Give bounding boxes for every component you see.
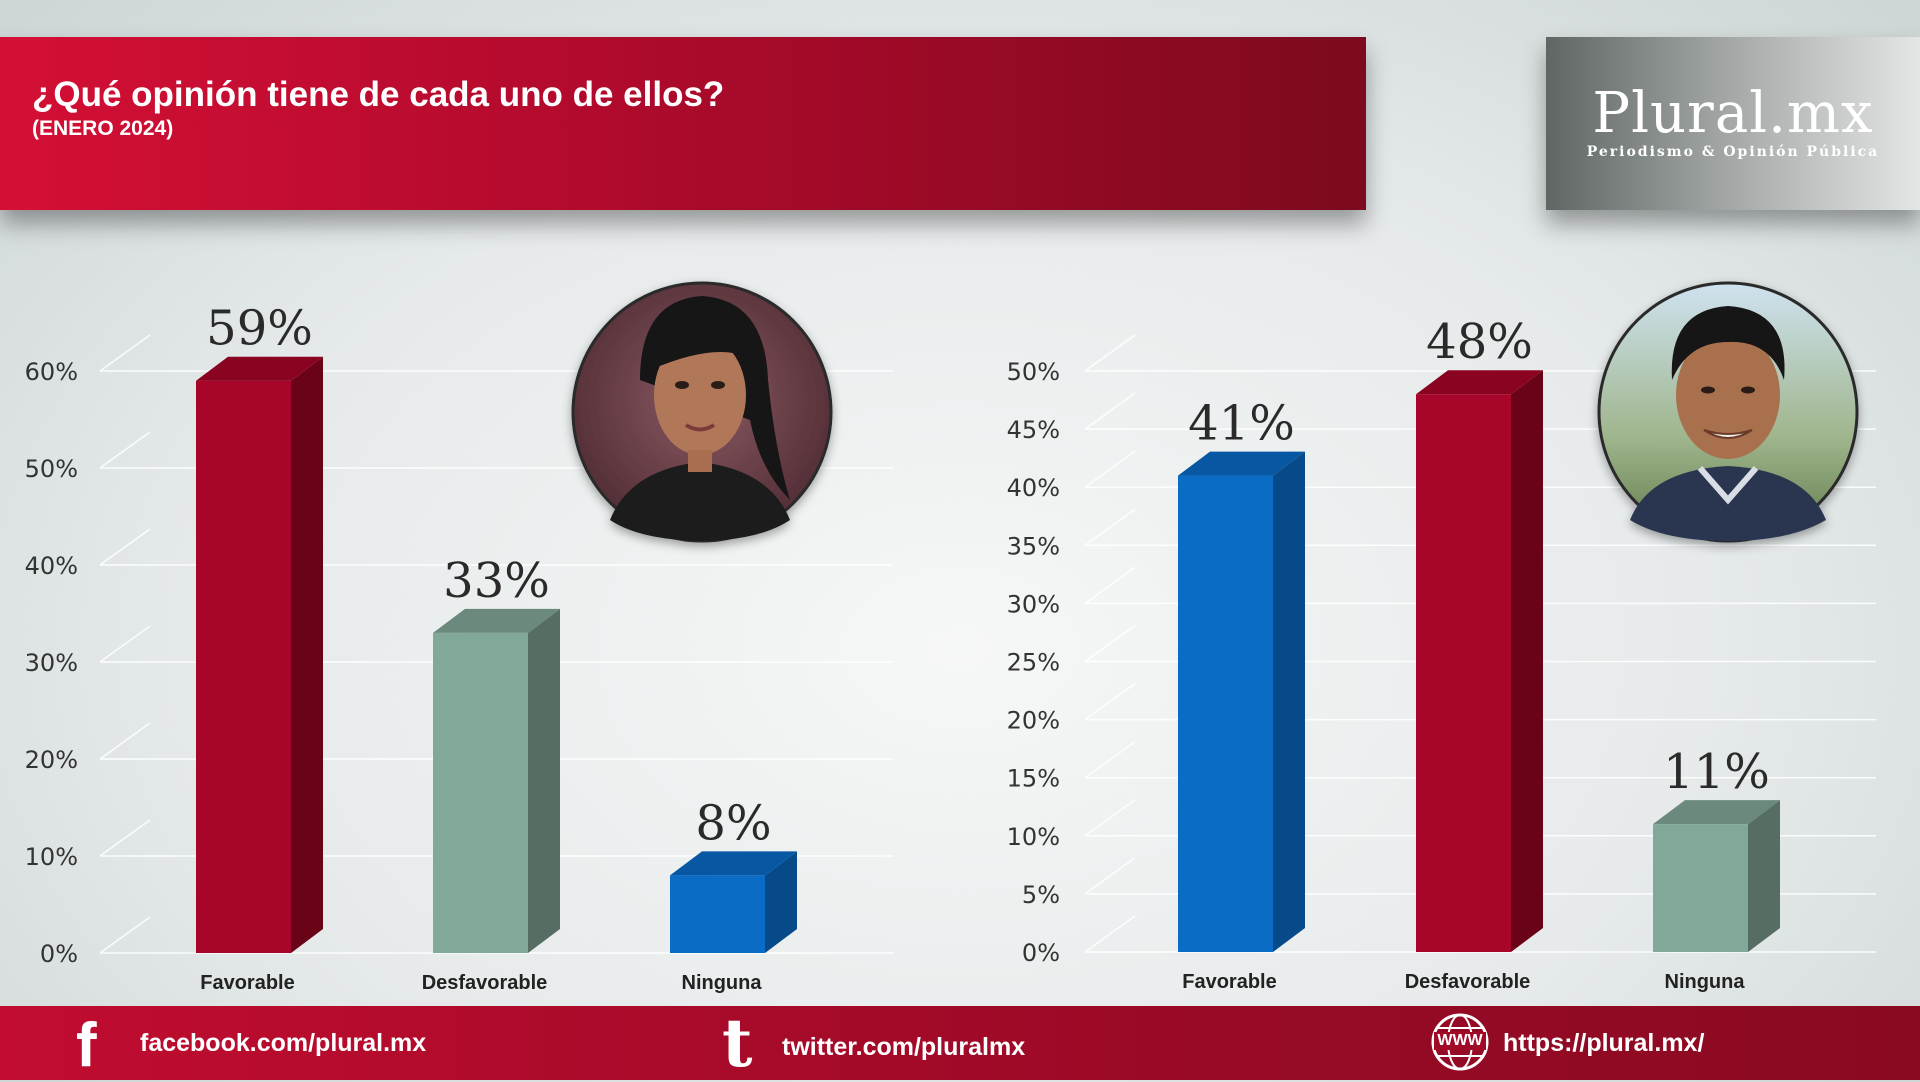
y-tick-label: 0% bbox=[1022, 939, 1060, 967]
data-label: 59% bbox=[206, 301, 313, 357]
bar-top bbox=[433, 608, 560, 633]
gridline-depth bbox=[1084, 450, 1136, 488]
gridline-depth bbox=[99, 528, 151, 566]
gridline-depth bbox=[1084, 624, 1136, 663]
x-category-label: Desfavorable bbox=[1405, 971, 1531, 993]
x-category-label: Favorable bbox=[200, 972, 294, 994]
gridline-depth bbox=[1084, 508, 1136, 546]
facebook-url: facebook.com/plural.mx bbox=[140, 1029, 427, 1057]
bar-side bbox=[291, 356, 323, 953]
globe-icon-label: WWW bbox=[1434, 1032, 1486, 1050]
bar-front bbox=[433, 632, 528, 953]
data-label: 11% bbox=[1663, 744, 1770, 800]
bar-side bbox=[1273, 451, 1305, 952]
bar-desfavorable bbox=[433, 608, 560, 953]
twitter-link[interactable]: t twitter.com/pluralmx bbox=[722, 1004, 1042, 1082]
bar-front bbox=[1178, 475, 1273, 952]
logo-name: Plural.mx bbox=[1592, 81, 1874, 146]
bar-top bbox=[1416, 370, 1543, 395]
y-tick-label: 20% bbox=[25, 746, 78, 774]
gridline-depth bbox=[1084, 857, 1136, 895]
bar-side bbox=[1748, 800, 1780, 952]
chart-left: 0% 10% 20% 30% 40% 50% 60% 59% Favorable 33% Desfa… bbox=[25, 301, 893, 994]
x-category-label: Ninguna bbox=[1665, 971, 1746, 993]
facebook-link[interactable]: f facebook.com/plural.mx bbox=[70, 1006, 430, 1080]
y-tick-label: 15% bbox=[1007, 765, 1060, 793]
gridline-depth bbox=[1084, 566, 1136, 605]
twitter-url: twitter.com/pluralmx bbox=[782, 1033, 1026, 1061]
y-tick-label: 5% bbox=[1022, 881, 1060, 909]
y-tick-label: 20% bbox=[1007, 707, 1060, 735]
chart-right: 0% 5% 10% 15% 20% 25% 30% 35% 40% 45% 50% 41% Favora… bbox=[1007, 314, 1876, 993]
gridline-depth bbox=[99, 334, 151, 372]
gridline-depth bbox=[1084, 799, 1136, 837]
bar-front bbox=[196, 380, 291, 953]
bar-side bbox=[765, 851, 797, 953]
gridline-depth bbox=[1084, 741, 1136, 779]
globe-icon: WWW bbox=[1430, 1012, 1490, 1072]
twitter-icon: t bbox=[722, 1004, 753, 1082]
brand-logo: Plural.mx Periodismo & Opinión Pública bbox=[1546, 37, 1920, 210]
y-tick-label: 60% bbox=[25, 358, 78, 386]
bar-front bbox=[1416, 394, 1511, 952]
data-label: 8% bbox=[695, 795, 771, 851]
y-tick-label: 50% bbox=[25, 455, 78, 483]
bar-side bbox=[1511, 370, 1543, 952]
gridline-depth bbox=[99, 916, 151, 954]
data-label: 41% bbox=[1188, 396, 1295, 452]
gridline-depth bbox=[1084, 915, 1136, 953]
bar-ninguna bbox=[670, 851, 797, 953]
bar-top bbox=[196, 356, 323, 381]
chart-title: ¿Qué opinión tiene de cada uno de ellos? bbox=[32, 75, 725, 114]
bar-favorable bbox=[1178, 451, 1305, 952]
y-tick-label: 25% bbox=[1007, 649, 1060, 677]
woman-portrait bbox=[571, 281, 833, 543]
gridline-depth bbox=[1084, 392, 1136, 430]
y-tick-label: 40% bbox=[25, 552, 78, 580]
data-label: 33% bbox=[443, 553, 550, 609]
bar-side bbox=[528, 608, 560, 953]
bar-favorable bbox=[196, 356, 323, 953]
y-tick-label: 30% bbox=[1007, 590, 1060, 618]
bar-ninguna bbox=[1653, 800, 1780, 952]
bar-top bbox=[1178, 451, 1305, 476]
bar-top bbox=[670, 851, 797, 876]
x-category-label: Favorable bbox=[1182, 971, 1276, 993]
gridline-depth bbox=[99, 431, 151, 469]
x-category-label: Desfavorable bbox=[422, 972, 548, 994]
y-tick-label: 10% bbox=[25, 843, 78, 871]
bar-front bbox=[1653, 824, 1748, 952]
footer-bar: f facebook.com/plural.mx t twitter.com/p… bbox=[0, 1004, 1920, 1082]
gridline-depth bbox=[1084, 334, 1136, 372]
website-url: https://plural.mx/ bbox=[1503, 1029, 1705, 1057]
y-tick-label: 30% bbox=[25, 649, 78, 677]
y-tick-label: 40% bbox=[1007, 474, 1060, 502]
header-banner: ¿Qué opinión tiene de cada uno de ellos?… bbox=[0, 37, 1366, 210]
gridline-depth bbox=[99, 722, 151, 760]
bar-top bbox=[1653, 800, 1780, 825]
gridline-depth bbox=[99, 625, 151, 663]
y-tick-label: 50% bbox=[1007, 358, 1060, 386]
y-tick-label: 10% bbox=[1007, 823, 1060, 851]
chart-subtitle: (ENERO 2024) bbox=[32, 117, 174, 140]
man-portrait bbox=[1597, 281, 1859, 543]
gridline-depth bbox=[1084, 682, 1136, 721]
facebook-icon: f bbox=[76, 1011, 97, 1080]
y-tick-label: 35% bbox=[1007, 532, 1060, 560]
bar-front bbox=[670, 875, 765, 953]
y-tick-label: 45% bbox=[1007, 416, 1060, 444]
data-label: 48% bbox=[1426, 314, 1533, 370]
x-category-label: Ninguna bbox=[682, 972, 763, 994]
bar-desfavorable bbox=[1416, 370, 1543, 952]
gridline-depth bbox=[99, 819, 151, 857]
website-link[interactable]: WWW https://plural.mx/ bbox=[1430, 1006, 1730, 1080]
logo-tagline: Periodismo & Opinión Pública bbox=[1586, 144, 1880, 160]
y-tick-label: 0% bbox=[40, 940, 78, 968]
